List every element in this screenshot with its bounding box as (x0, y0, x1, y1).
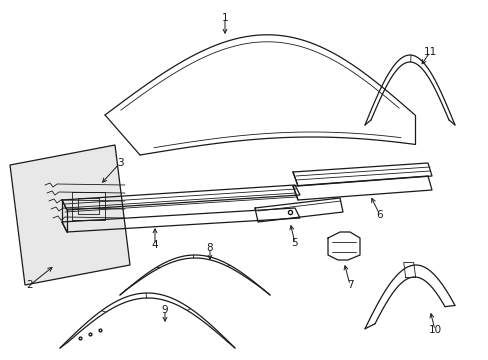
Text: 11: 11 (423, 47, 436, 57)
Text: 9: 9 (162, 305, 168, 315)
Text: 10: 10 (427, 325, 441, 335)
Text: 6: 6 (376, 210, 383, 220)
Polygon shape (10, 145, 130, 285)
Text: 2: 2 (27, 280, 33, 290)
Text: 3: 3 (117, 158, 123, 168)
Text: 1: 1 (221, 13, 228, 23)
Text: 5: 5 (291, 238, 298, 248)
Text: 4: 4 (151, 240, 158, 250)
Text: 8: 8 (206, 243, 213, 253)
Text: 7: 7 (346, 280, 353, 290)
